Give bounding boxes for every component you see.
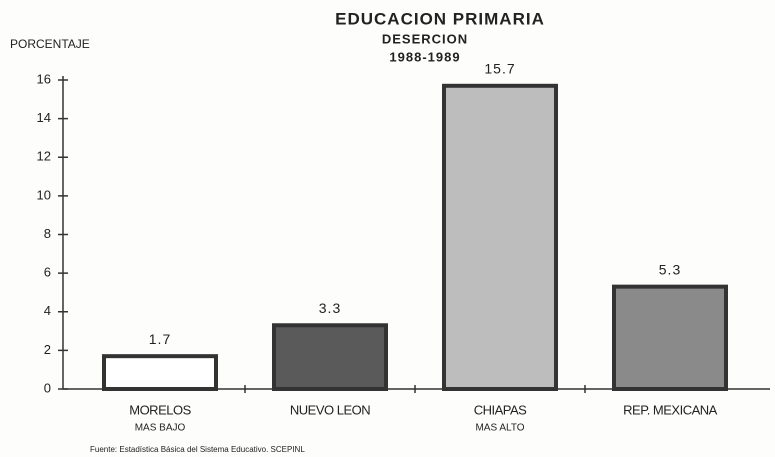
category-note: MAS ALTO — [475, 423, 524, 434]
y-tick-label: 16 — [37, 71, 51, 86]
chart-period: 1988-1989 — [389, 49, 460, 64]
y-axis-label: PORCENTAJE — [10, 37, 90, 51]
chart-subtitle: DESERCION — [382, 31, 468, 46]
y-tick-label: 4 — [44, 303, 51, 318]
bar — [442, 83, 558, 391]
value-label: 1.7 — [149, 331, 171, 347]
x-tick-label: CHIAPAS — [474, 402, 527, 417]
x-tick-label: MORELOS — [129, 402, 191, 417]
source-note: Fuente: Estadística Básica del Sistema E… — [90, 445, 305, 454]
y-tick-label: 0 — [44, 380, 51, 395]
y-tick-label: 2 — [44, 342, 51, 357]
category-note: MAS BAJO — [135, 423, 186, 434]
value-label: 15.7 — [484, 60, 515, 76]
y-tick-label: 14 — [37, 110, 51, 125]
bar — [102, 354, 218, 392]
y-tick-label: 12 — [37, 149, 51, 164]
y-tick-label: 6 — [44, 265, 51, 280]
x-tick-label: REP. MEXICANA — [623, 402, 718, 417]
bar — [272, 323, 388, 391]
value-label: 3.3 — [319, 300, 341, 316]
chart-title: EDUCACION PRIMARIA — [335, 9, 545, 28]
x-tick-label: NUEVO LEON — [290, 402, 370, 417]
bar — [612, 284, 728, 391]
value-label: 5.3 — [659, 261, 681, 277]
y-tick-label: 10 — [37, 187, 51, 202]
y-tick-label: 8 — [44, 226, 51, 241]
